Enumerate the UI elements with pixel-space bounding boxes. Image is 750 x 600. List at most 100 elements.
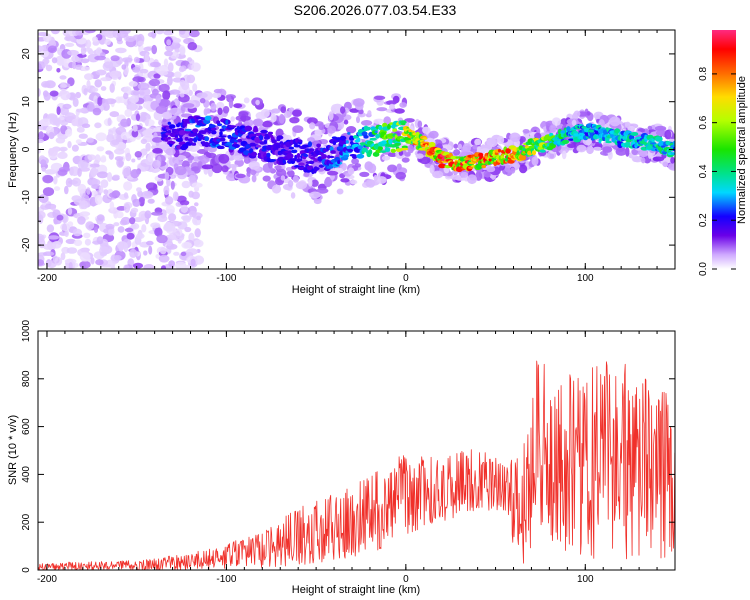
heatmap-cell bbox=[662, 161, 669, 168]
heatmap-cell bbox=[587, 129, 596, 133]
heatmap-cell bbox=[87, 154, 96, 161]
heatmap-cell bbox=[54, 256, 63, 266]
heatmap-cell bbox=[182, 103, 195, 108]
heatmap-cell bbox=[105, 223, 115, 230]
heatmap-cell bbox=[664, 129, 672, 140]
heatmap-cell bbox=[388, 138, 393, 145]
heatmap-cell bbox=[123, 181, 133, 191]
heatmap-cell bbox=[655, 130, 667, 136]
heatmap-cell bbox=[100, 155, 107, 162]
heatmap-cell bbox=[121, 57, 133, 63]
heatmap-cell bbox=[125, 152, 132, 162]
heatmap-cell bbox=[285, 146, 290, 151]
heatmap-cell bbox=[168, 124, 176, 129]
top-x-ticks: -200 -100 0 100 bbox=[37, 30, 676, 284]
heatmap-cell bbox=[239, 115, 251, 121]
heatmap-cell bbox=[505, 148, 511, 154]
heatmap-cell bbox=[370, 128, 379, 132]
heatmap-cell bbox=[143, 250, 148, 256]
heatmap-cell bbox=[107, 172, 113, 182]
heatmap-cell bbox=[194, 228, 201, 238]
heatmap-cell bbox=[448, 152, 453, 158]
heatmap-cell bbox=[111, 139, 120, 146]
heatmap-cell bbox=[71, 118, 79, 127]
heatmap-cell bbox=[38, 259, 45, 266]
heatmap-cell bbox=[288, 146, 295, 150]
heatmap-cell bbox=[75, 91, 81, 99]
heatmap-cell bbox=[227, 134, 232, 139]
heatmap-cell bbox=[655, 136, 663, 142]
heatmap-cell bbox=[131, 129, 139, 138]
heatmap-cell bbox=[150, 222, 161, 229]
heatmap-cell bbox=[262, 120, 273, 128]
heatmap-cell bbox=[389, 103, 395, 110]
heatmap-cell bbox=[177, 122, 181, 126]
heatmap-cell bbox=[179, 46, 186, 56]
heatmap-cell bbox=[92, 107, 102, 116]
heatmap-cell bbox=[110, 55, 120, 62]
heatmap-cell bbox=[159, 99, 171, 107]
heatmap-cell bbox=[314, 167, 320, 171]
heatmap-cell bbox=[196, 215, 201, 221]
heatmap-cell bbox=[394, 108, 405, 114]
heatmap-cell bbox=[263, 139, 268, 145]
heatmap-cell bbox=[163, 185, 170, 196]
heatmap-cell bbox=[75, 30, 85, 36]
heatmap-cell bbox=[243, 97, 250, 104]
heatmap-cell bbox=[337, 160, 341, 165]
heatmap-cell bbox=[481, 164, 487, 169]
colorbar-tick-label: 0.8 bbox=[698, 67, 709, 81]
heatmap-cell bbox=[173, 251, 180, 256]
heatmap-cell bbox=[170, 180, 175, 190]
heatmap-cell bbox=[313, 158, 319, 162]
heatmap-cell bbox=[84, 238, 91, 246]
heatmap-cell bbox=[79, 252, 91, 262]
heatmap-cell bbox=[230, 116, 235, 122]
colorbar-tick-label: 0.2 bbox=[698, 213, 709, 227]
heatmap-cell bbox=[321, 154, 327, 159]
heatmap-cell bbox=[187, 42, 198, 51]
heatmap-cell bbox=[107, 117, 112, 126]
heatmap-cell bbox=[519, 164, 528, 174]
heatmap-cell bbox=[165, 147, 176, 156]
heatmap-cell bbox=[136, 187, 142, 193]
heatmap-cell bbox=[136, 233, 145, 240]
heatmap-cell bbox=[96, 214, 105, 221]
heatmap-cell bbox=[534, 132, 542, 139]
heatmap-cell bbox=[324, 177, 333, 188]
heatmap-cell bbox=[354, 163, 362, 168]
heatmap-cell bbox=[360, 120, 373, 126]
heatmap-cell bbox=[274, 165, 282, 170]
heatmap-cell bbox=[80, 200, 89, 210]
heatmap-cell bbox=[285, 167, 293, 172]
bottom-y-ticks: 0 200 400 600 800 1000 bbox=[21, 319, 675, 573]
heatmap-cell bbox=[568, 138, 575, 141]
heatmap-cell bbox=[283, 111, 292, 118]
heatmap-cell bbox=[297, 139, 303, 143]
heatmap-cell bbox=[172, 191, 179, 202]
heatmap-cell bbox=[353, 98, 365, 107]
heatmap-cell bbox=[419, 156, 431, 165]
colorbar-gradient bbox=[712, 30, 736, 269]
heatmap-cell bbox=[77, 183, 87, 194]
heatmap-cell bbox=[233, 144, 240, 148]
heatmap-cell bbox=[174, 165, 187, 176]
heatmap-cell bbox=[38, 138, 44, 144]
heatmap-cell bbox=[497, 135, 505, 145]
heatmap-cell bbox=[593, 146, 602, 151]
heatmap-cell bbox=[157, 144, 170, 150]
heatmap-cell bbox=[165, 204, 175, 215]
heatmap-cell bbox=[233, 155, 245, 161]
heatmap-cell bbox=[102, 61, 113, 71]
heatmap-cell bbox=[86, 137, 94, 143]
heatmap-cell bbox=[130, 169, 140, 179]
heatmap-cell bbox=[141, 190, 154, 199]
heatmap-cell bbox=[38, 63, 42, 70]
heatmap-cell bbox=[181, 160, 190, 169]
heatmap-cell bbox=[104, 98, 117, 105]
heatmap-cell bbox=[160, 265, 167, 269]
heatmap-cell bbox=[407, 144, 415, 154]
heatmap-cell bbox=[188, 174, 196, 183]
heatmap-cell bbox=[260, 108, 270, 118]
y-tick-label: 200 bbox=[21, 513, 32, 530]
